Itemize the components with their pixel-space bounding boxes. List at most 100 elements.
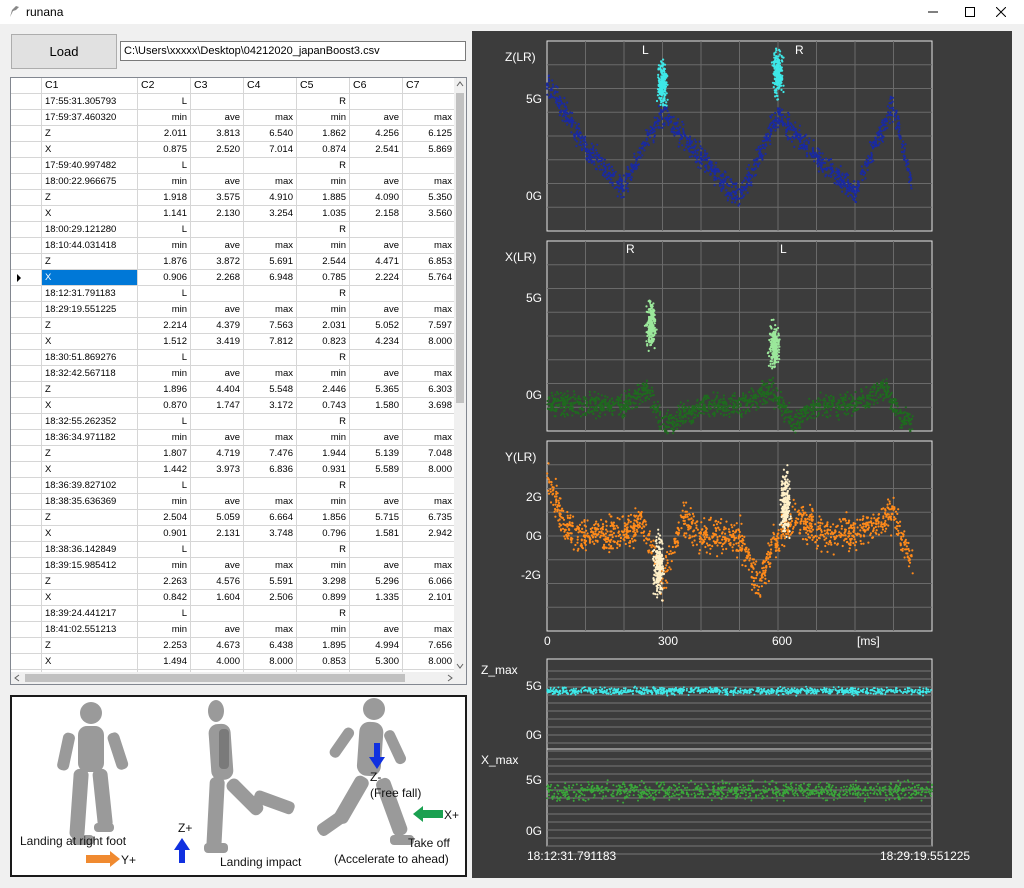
table-cell[interactable]: R xyxy=(297,542,350,558)
table-cell[interactable]: ave xyxy=(191,238,244,254)
table-cell[interactable]: 7.563 xyxy=(244,318,297,334)
table-cell[interactable]: 5.059 xyxy=(191,510,244,526)
table-cell[interactable]: ave xyxy=(350,430,403,446)
table-cell[interactable]: max xyxy=(244,302,297,318)
table-cell[interactable]: min xyxy=(138,558,191,574)
table-cell[interactable] xyxy=(403,414,456,430)
table-cell[interactable]: 17:55:31.305793 xyxy=(42,94,138,110)
column-header[interactable]: C1 xyxy=(42,78,138,94)
column-header[interactable]: C4 xyxy=(244,78,297,94)
table-cell[interactable]: min xyxy=(297,110,350,126)
table-cell[interactable]: max xyxy=(403,558,456,574)
table-cell[interactable]: 2.253 xyxy=(138,638,191,654)
table-cell[interactable]: 3.698 xyxy=(403,398,456,414)
table-cell[interactable]: 6.664 xyxy=(244,510,297,526)
row-header[interactable] xyxy=(11,606,42,622)
table-cell[interactable]: X xyxy=(42,270,138,286)
table-cell[interactable]: L xyxy=(138,286,191,302)
table-cell[interactable]: 18:38:35.636369 xyxy=(42,494,138,510)
row-header[interactable] xyxy=(11,526,42,542)
table-cell[interactable]: 4.719 xyxy=(191,446,244,462)
table-cell[interactable]: 18:29:19.551225 xyxy=(42,302,138,318)
scroll-up-icon[interactable] xyxy=(454,78,466,90)
table-cell[interactable]: Z xyxy=(42,254,138,270)
table-cell[interactable]: X xyxy=(42,142,138,158)
table-cell[interactable]: 1.807 xyxy=(138,446,191,462)
table-cell[interactable]: 3.973 xyxy=(191,462,244,478)
table-cell[interactable]: max xyxy=(403,430,456,446)
table-cell[interactable]: 2.541 xyxy=(350,142,403,158)
table-row[interactable]: Z 2.253 4.673 6.438 1.895 4.994 7.656 xyxy=(11,638,456,654)
row-header[interactable] xyxy=(11,126,42,142)
table-cell[interactable]: 4.576 xyxy=(191,574,244,590)
table-cell[interactable]: 0.785 xyxy=(297,270,350,286)
table-cell[interactable] xyxy=(191,542,244,558)
table-cell[interactable]: 1.944 xyxy=(297,446,350,462)
table-row[interactable]: X 0.901 2.131 3.748 0.796 1.581 2.942 xyxy=(11,526,456,542)
table-cell[interactable]: 2.101 xyxy=(403,590,456,606)
table-cell[interactable]: 1.494 xyxy=(138,654,191,670)
table-cell[interactable]: 18:32:42.567118 xyxy=(42,366,138,382)
table-cell[interactable]: 7.597 xyxy=(403,318,456,334)
table-row[interactable]: 18:32:55.262352 L R xyxy=(11,414,456,430)
table-cell[interactable] xyxy=(191,414,244,430)
table-row[interactable]: X 1.494 4.000 8.000 0.853 5.300 8.000 xyxy=(11,654,456,670)
table-cell[interactable]: min xyxy=(138,430,191,446)
table-cell[interactable]: 0.906 xyxy=(138,270,191,286)
table-cell[interactable]: 1.335 xyxy=(350,590,403,606)
table-cell[interactable]: 5.869 xyxy=(403,142,456,158)
table-cell[interactable]: 6.948 xyxy=(244,270,297,286)
row-header[interactable] xyxy=(11,430,42,446)
table-cell[interactable]: X xyxy=(42,334,138,350)
table-cell[interactable]: 2.520 xyxy=(191,142,244,158)
column-header[interactable]: C3 xyxy=(191,78,244,94)
row-header[interactable] xyxy=(11,254,42,270)
table-cell[interactable]: min xyxy=(297,174,350,190)
table-cell[interactable]: 6.303 xyxy=(403,382,456,398)
row-header[interactable] xyxy=(11,270,42,286)
table-cell[interactable]: ave xyxy=(191,558,244,574)
table-cell[interactable] xyxy=(191,94,244,110)
table-cell[interactable]: min xyxy=(138,174,191,190)
table-cell[interactable] xyxy=(191,478,244,494)
table-cell[interactable]: max xyxy=(244,366,297,382)
table-cell[interactable] xyxy=(191,350,244,366)
table-cell[interactable]: min xyxy=(297,558,350,574)
row-header[interactable] xyxy=(11,382,42,398)
table-cell[interactable] xyxy=(244,286,297,302)
table-cell[interactable]: 3.172 xyxy=(244,398,297,414)
table-cell[interactable]: 5.589 xyxy=(350,462,403,478)
table-cell[interactable]: min xyxy=(297,622,350,638)
load-button[interactable]: Load xyxy=(11,34,117,69)
table-cell[interactable]: X xyxy=(42,654,138,670)
table-cell[interactable]: ave xyxy=(350,494,403,510)
table-cell[interactable]: 5.591 xyxy=(244,574,297,590)
table-cell[interactable]: 0.901 xyxy=(138,526,191,542)
table-cell[interactable]: max xyxy=(244,110,297,126)
table-cell[interactable]: ave xyxy=(350,110,403,126)
row-header[interactable] xyxy=(11,158,42,174)
table-cell[interactable] xyxy=(403,542,456,558)
table-cell[interactable] xyxy=(244,94,297,110)
table-cell[interactable]: 18:36:34.971182 xyxy=(42,430,138,446)
table-cell[interactable]: 6.836 xyxy=(244,462,297,478)
table-cell[interactable]: 1.604 xyxy=(191,590,244,606)
table-cell[interactable]: R xyxy=(297,222,350,238)
table-cell[interactable]: 0.823 xyxy=(297,334,350,350)
row-header[interactable] xyxy=(11,238,42,254)
table-row[interactable]: 18:38:36.142849 L R xyxy=(11,542,456,558)
table-cell[interactable] xyxy=(244,350,297,366)
table-cell[interactable]: min xyxy=(297,238,350,254)
table-row[interactable]: 18:00:29.121280 L R xyxy=(11,222,456,238)
table-cell[interactable]: 3.748 xyxy=(244,526,297,542)
table-cell[interactable]: X xyxy=(42,526,138,542)
table-cell[interactable]: 8.000 xyxy=(403,462,456,478)
row-header[interactable] xyxy=(11,190,42,206)
table-cell[interactable] xyxy=(350,158,403,174)
table-row[interactable]: X 1.141 2.130 3.254 1.035 2.158 3.560 xyxy=(11,206,456,222)
table-cell[interactable]: max xyxy=(403,494,456,510)
table-row[interactable]: 18:36:39.827102 L R xyxy=(11,478,456,494)
table-cell[interactable]: Z xyxy=(42,190,138,206)
table-cell[interactable]: 4.256 xyxy=(350,126,403,142)
table-cell[interactable]: 18:00:29.121280 xyxy=(42,222,138,238)
